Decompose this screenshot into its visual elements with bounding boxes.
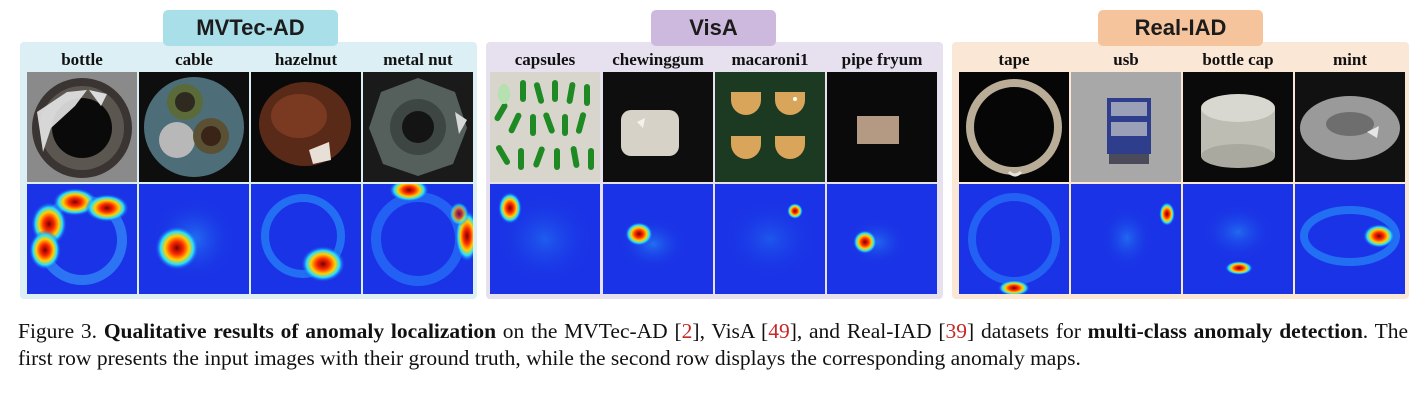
caption-text-1: on the MVTec-AD [ (496, 319, 682, 343)
input-metal-nut (363, 72, 473, 182)
input-cable (139, 72, 249, 182)
input-mint (1295, 72, 1405, 182)
input-tape (959, 72, 1069, 182)
label-capsules: capsules (514, 50, 576, 69)
caption-bold-task: multi-class anomaly detection (1087, 319, 1363, 343)
label-metal-nut: metal nut (383, 50, 453, 69)
caption-ref-visa[interactable]: 49 (768, 319, 790, 343)
input-pipe-fryum (827, 72, 937, 182)
input-bottle (27, 72, 137, 182)
map-usb (1071, 184, 1181, 294)
caption-ref-mvtec[interactable]: 2 (681, 319, 693, 343)
caption-text-3: ], and Real-IAD [ (789, 319, 946, 343)
caption-prefix: Figure 3. (18, 319, 98, 343)
caption-ref-realiad[interactable]: 39 (945, 319, 968, 343)
map-chewinggum (603, 184, 713, 294)
map-cable (139, 184, 249, 294)
label-macaroni1: macaroni1 (731, 50, 809, 69)
label-tape: tape (998, 50, 1030, 69)
caption-bold-title: Qualitative results of anomaly localizat… (103, 319, 497, 343)
input-hazelnut (251, 72, 361, 182)
figure-caption: Figure 3. Qualitative results of anomaly… (18, 318, 1408, 372)
input-bottle-cap (1183, 72, 1293, 182)
label-cable: cable (175, 50, 213, 69)
input-capsules (490, 72, 600, 182)
label-pipe-fryum: pipe fryum (841, 50, 923, 69)
input-usb (1071, 72, 1181, 182)
caption-text-4: ] datasets for (967, 319, 1088, 343)
label-hazelnut: hazelnut (274, 50, 338, 69)
map-mint (1295, 184, 1405, 294)
label-usb: usb (1113, 50, 1139, 69)
map-metal-nut (363, 184, 473, 294)
map-macaroni1 (715, 184, 825, 294)
visa-tag: VisA (651, 10, 776, 46)
label-bottle-cap: bottle cap (1202, 50, 1274, 69)
label-bottle: bottle (61, 50, 103, 69)
map-pipe-fryum (827, 184, 937, 294)
map-tape (959, 184, 1069, 294)
label-mint: mint (1333, 50, 1367, 69)
label-chewinggum: chewinggum (612, 50, 704, 69)
mvtec-tag: MVTec-AD (163, 10, 338, 46)
map-hazelnut (251, 184, 361, 294)
input-macaroni1 (715, 72, 825, 182)
caption-text-2: ], VisA [ (692, 319, 769, 343)
map-bottle-cap (1183, 184, 1293, 294)
map-bottle (27, 184, 137, 294)
realiad-tag: Real-IAD (1098, 10, 1263, 46)
caption-text-5: . The first row presents the input image… (18, 319, 1408, 370)
map-capsules (490, 184, 600, 294)
input-chewinggum (603, 72, 713, 182)
